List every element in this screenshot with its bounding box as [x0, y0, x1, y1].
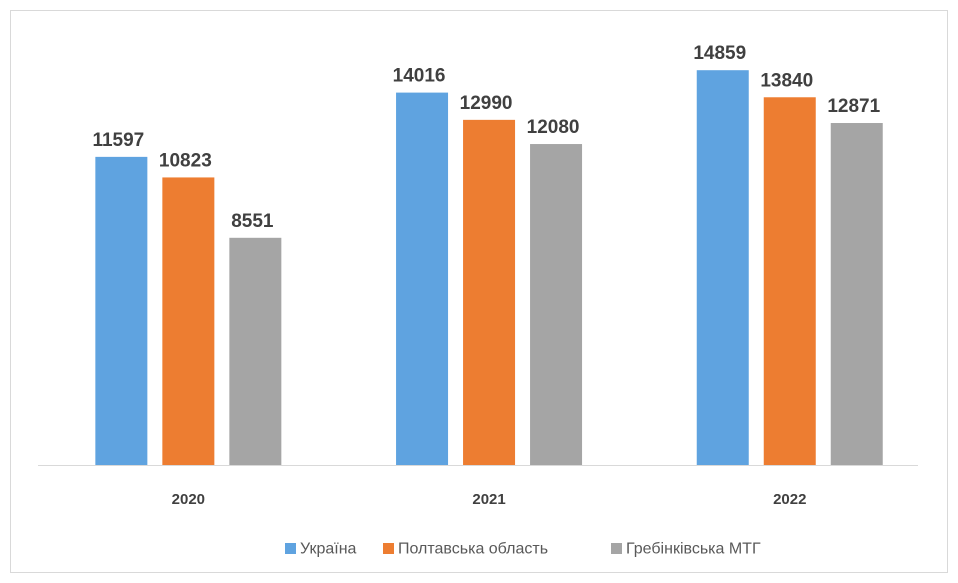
bar [162, 177, 215, 465]
data-label: 12871 [827, 96, 880, 117]
bar [229, 237, 282, 465]
bar [763, 97, 816, 465]
bar [95, 156, 148, 465]
bar [696, 70, 749, 465]
data-label: 8551 [231, 211, 274, 232]
data-label: 10823 [159, 150, 212, 171]
legend-label: Полтавська область [398, 541, 548, 558]
legend-swatch [611, 543, 622, 554]
bar [830, 123, 883, 466]
data-label: 14016 [393, 66, 446, 87]
data-label: 12080 [527, 117, 580, 138]
x-tick-label: 2020 [172, 491, 205, 508]
data-label: 14859 [693, 43, 746, 64]
legend-swatch [285, 543, 296, 554]
bar [396, 92, 449, 465]
bar [530, 144, 583, 465]
data-label: 13840 [760, 70, 813, 91]
bar [463, 119, 516, 465]
x-tick-label: 2021 [472, 491, 505, 508]
legend-swatch [383, 543, 394, 554]
data-label: 12990 [460, 93, 513, 114]
legend-label: Гребінківська МТГ [626, 541, 761, 558]
x-tick-label: 2022 [773, 491, 806, 508]
legend-label: Україна [300, 541, 357, 558]
data-label: 11597 [92, 130, 144, 151]
